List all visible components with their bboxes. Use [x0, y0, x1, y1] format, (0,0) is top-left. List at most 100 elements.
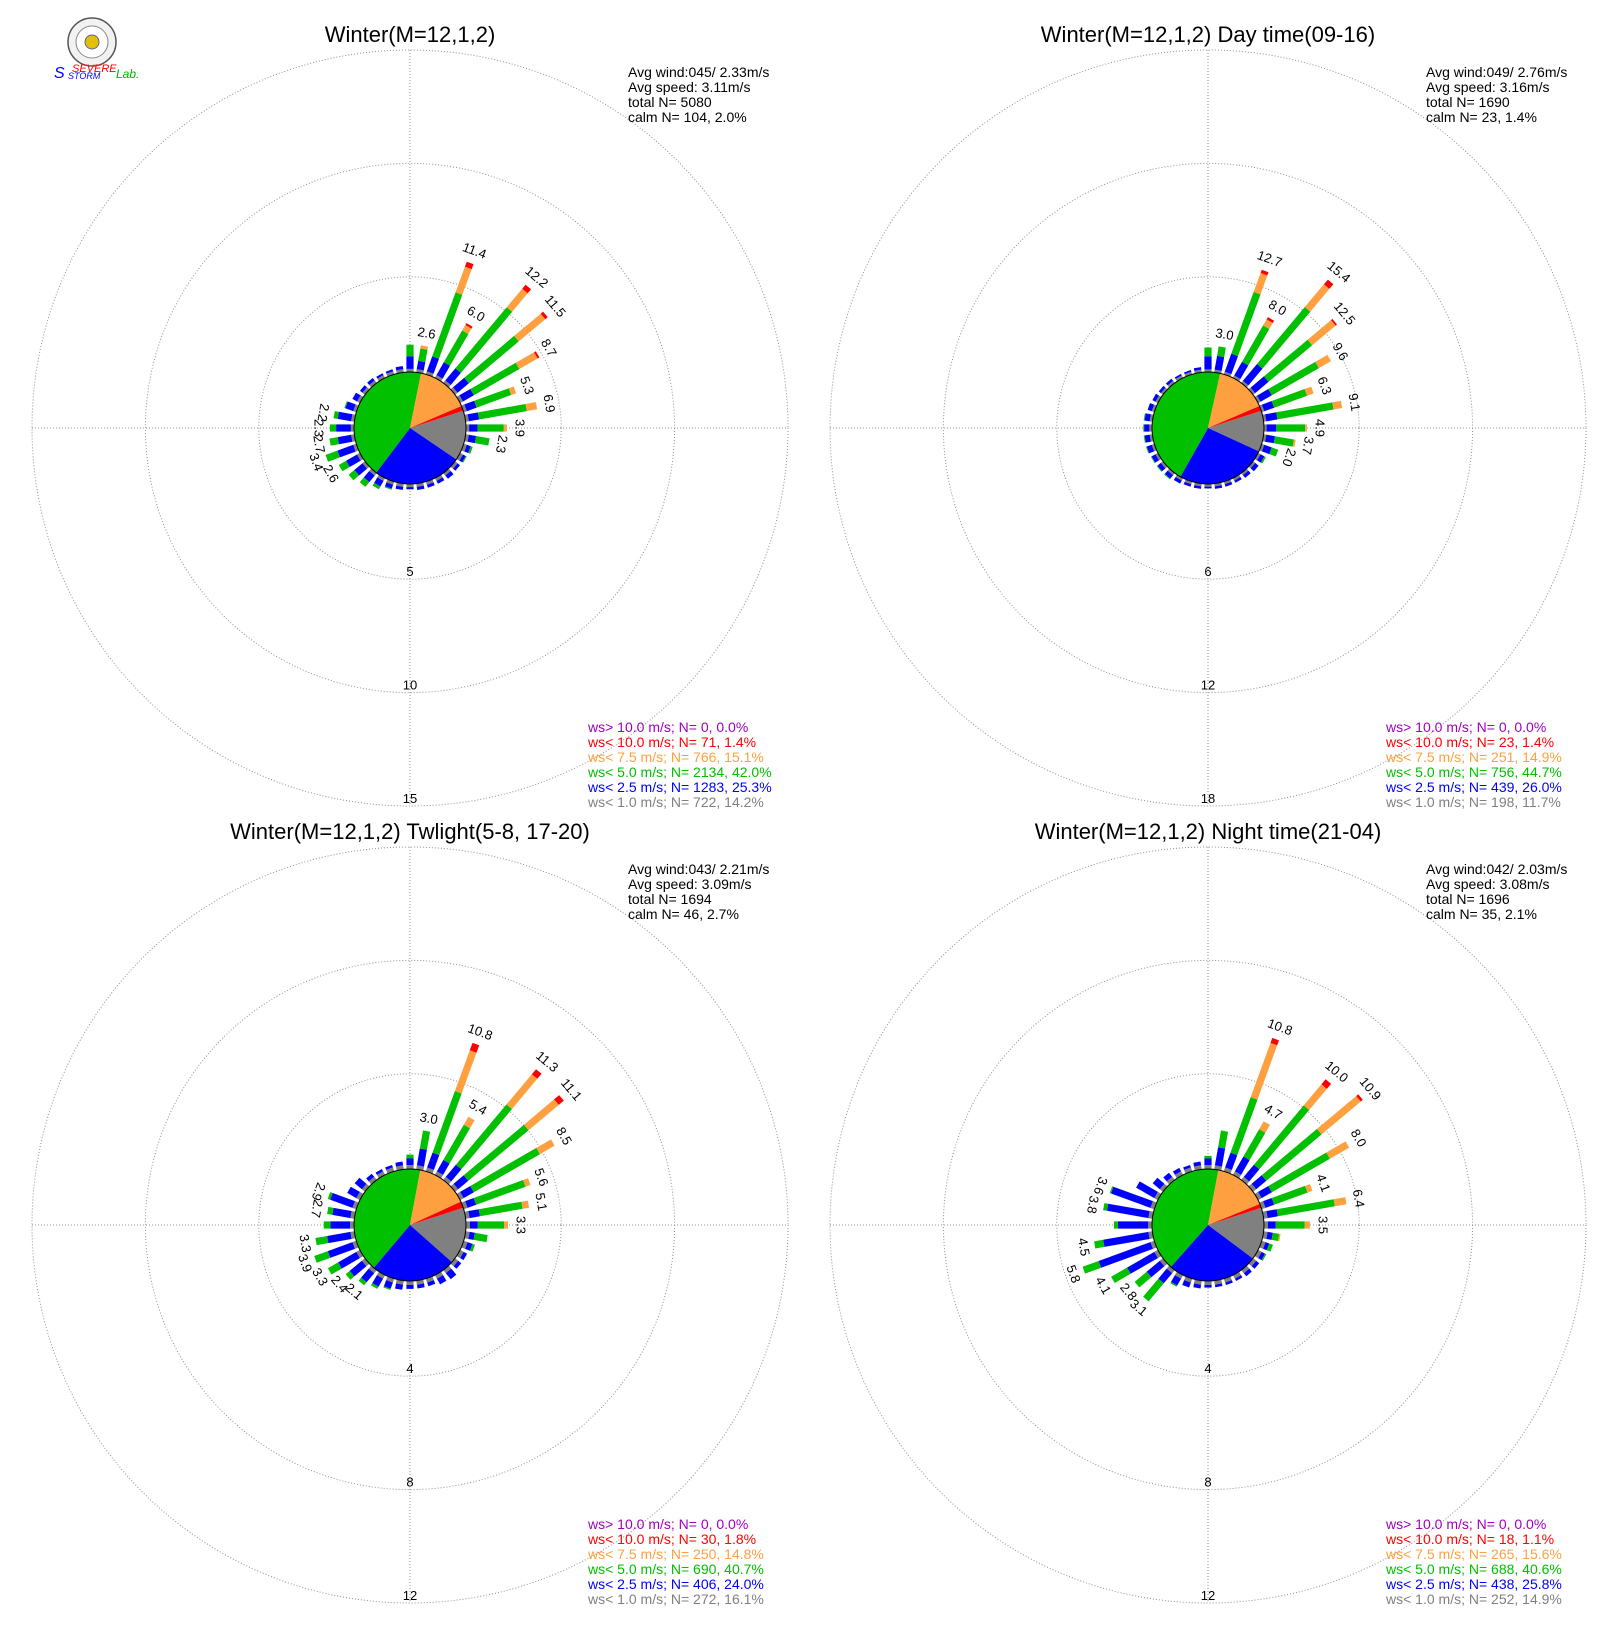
- legend-entry-5: ws< 2.5 m/s; N= 438, 25.8%: [1385, 1576, 1562, 1592]
- rose-bar-label: 5.8: [1063, 1263, 1083, 1285]
- rose-bar-segment-dir40: [445, 368, 461, 385]
- rose-bar-segment-dir30: [436, 362, 450, 379]
- rose-bar-segment-dir30: [1234, 1156, 1250, 1175]
- rose-bar-segment-dir220: [359, 477, 370, 487]
- rose-bar-segment-dir40: [455, 307, 513, 373]
- rose-bar-segment-dir50: [554, 1095, 564, 1105]
- rose-bar-segment-dir190: [1193, 485, 1202, 489]
- rose-bar-segment-dir80: [521, 1200, 530, 1209]
- rose-bar-segment-dir30: [436, 1159, 450, 1175]
- range-ring-label: 6: [1204, 564, 1211, 579]
- rose-bar-segment-dir230: [362, 461, 370, 469]
- rose-bar-segment-dir140: [1243, 1268, 1252, 1277]
- rose-bar-segment-dir180: [1204, 1281, 1212, 1285]
- rose-bar-segment-dir290: [1109, 1186, 1114, 1194]
- rose-bar-label: 3.3: [296, 1233, 314, 1253]
- rose-bar-segment-dir210: [1171, 1275, 1182, 1286]
- calm-pie-slice-4: [410, 406, 464, 428]
- rose-bar-segment-dir120: [1260, 456, 1266, 464]
- rose-bar-segment-dir90: [1305, 424, 1307, 432]
- rose-bar-segment-dir340: [386, 1167, 395, 1174]
- rose-bar-segment-dir70: [464, 400, 477, 412]
- rose-bar-segment-dir0: [1204, 1158, 1212, 1166]
- rose-bar-segment-dir200: [384, 486, 392, 490]
- rose-bar-segment-dir260: [315, 1236, 329, 1246]
- rose-bar-segment-dir90: [1266, 424, 1277, 432]
- rose-bar-segment-dir70: [474, 388, 512, 408]
- rose-bar-segment-dir100: [1271, 1232, 1280, 1241]
- rose-bar-segment-dir20: [455, 266, 472, 295]
- rose-bar-segment-dir110: [1263, 1242, 1270, 1251]
- rose-bar-segment-dir340: [1184, 1167, 1193, 1174]
- rose-bar-segment-dir70: [1263, 1198, 1275, 1208]
- rose-bar-segment-dir240: [356, 1249, 364, 1259]
- rose-bar-segment-dir250: [327, 1242, 355, 1258]
- range-ring-1: [1056, 276, 1360, 580]
- rose-bar-segment-dir80: [467, 412, 480, 422]
- range-ring-3: [829, 846, 1587, 1604]
- rose-bar-segment-dir10: [419, 1130, 431, 1150]
- rose-bar-segment-dir60: [515, 352, 538, 369]
- rose-bar-segment-dir30: [462, 325, 472, 334]
- rose-bar-segment-dir70: [1259, 1201, 1266, 1210]
- rose-bar-segment-dir110: [1259, 1240, 1266, 1249]
- rose-bar-segment-dir120: [459, 454, 466, 463]
- rose-bar-segment-dir260: [329, 437, 339, 446]
- stat-line-3: total N= 1694: [628, 891, 712, 907]
- rose-bar-segment-dir90: [1264, 1221, 1268, 1229]
- rose-bar-segment-dir140: [445, 1268, 457, 1280]
- rose-bar-segment-dir260: [337, 434, 353, 445]
- rose-bar-segment-dir200: [386, 1276, 395, 1283]
- rose-bar-segment-dir120: [460, 1251, 468, 1261]
- rose-bar-segment-dir40: [1304, 284, 1330, 312]
- rose-bar-segment-dir50: [1317, 1096, 1361, 1135]
- rose-bar-segment-dir50: [1248, 387, 1256, 395]
- rose-bar-segment-dir40: [1243, 1164, 1260, 1182]
- rose-bar-segment-dir10: [416, 360, 426, 371]
- rose-bar-segment-dir60: [1257, 389, 1272, 402]
- calm-pie-slice-3: [1208, 373, 1260, 428]
- rose-bar-segment-dir230: [361, 1258, 370, 1267]
- rose-bar-label: 6.0: [464, 303, 487, 325]
- stat-line-4: calm N= 23, 1.4%: [1426, 109, 1537, 125]
- rose-bar-segment-dir50: [1356, 1094, 1363, 1102]
- rose-bar-segment-dir120: [1261, 1253, 1267, 1261]
- rose-bar-segment-dir280: [1144, 413, 1151, 422]
- rose-bar-segment-dir220: [1143, 1278, 1164, 1302]
- stat-line-3: total N= 1696: [1426, 891, 1510, 907]
- chart-title: Winter(M=12,1,2) Day time(09-16): [1041, 22, 1375, 47]
- rose-bar-segment-dir160: [425, 479, 434, 485]
- rose-bar-segment-dir340: [386, 371, 395, 377]
- rose-bar-label: 9.6: [1330, 340, 1352, 363]
- rose-bar-label: 10.8: [466, 1020, 495, 1043]
- rose-bar-segment-dir50: [450, 387, 458, 395]
- rose-bar-label: 2.7: [310, 434, 328, 454]
- range-ring-1: [258, 1073, 562, 1377]
- rose-bar-segment-dir110: [464, 444, 471, 453]
- rose-bar-segment-dir110: [461, 1240, 468, 1249]
- rose-bar-segment-dir140: [443, 1265, 452, 1274]
- calm-pie-slice-2: [1151, 371, 1221, 477]
- rose-bar-segment-dir70: [1271, 1185, 1308, 1205]
- rose-bar-segment-dir40: [443, 1176, 452, 1185]
- rose-bar-segment-dir340: [1184, 370, 1192, 375]
- rose-bar-segment-dir120: [1258, 1251, 1266, 1261]
- range-ring-1: [1056, 1073, 1360, 1377]
- rose-bar-segment-dir20: [1270, 1037, 1279, 1046]
- rose-bar-segment-dir230: [1157, 462, 1166, 472]
- rose-bar-segment-dir210: [1173, 477, 1182, 484]
- rose-bar-segment-dir40: [1321, 1079, 1332, 1089]
- rose-bar-segment-dir160: [425, 1276, 434, 1283]
- lab-logo: SEVERE STORM S Lab.: [54, 17, 139, 82]
- rose-bar-segment-dir40: [1241, 380, 1249, 388]
- rose-bar-segment-dir130: [450, 1258, 459, 1267]
- rose-bar-segment-dir270: [1143, 424, 1145, 432]
- rose-bar-segment-dir50: [453, 1175, 469, 1190]
- rose-bar-label: 8.0: [1266, 297, 1289, 319]
- rose-bar-label: 3.3: [514, 1216, 529, 1234]
- rose-bar-segment-dir40: [1303, 1084, 1327, 1110]
- rose-bar-segment-dir60: [534, 351, 540, 359]
- rose-bar-segment-dir230: [1146, 1260, 1165, 1278]
- rose-bar-segment-dir350: [1193, 367, 1202, 371]
- logo-star: [84, 34, 100, 50]
